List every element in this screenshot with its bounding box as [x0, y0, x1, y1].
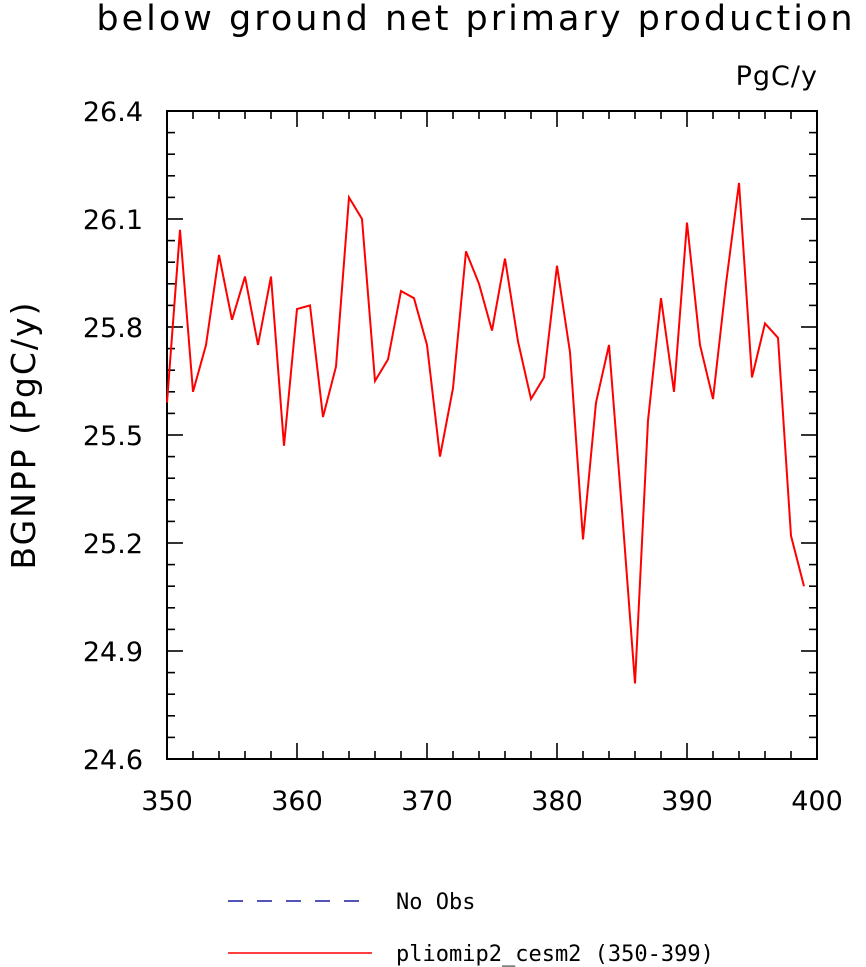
y-tick-labels: 24.6 24.9 25.2 25.5 25.8 26.1 26.4: [83, 97, 143, 776]
series-line-pliomip2-cesm2: [166, 182, 805, 684]
x-tick-labels: 350 360 370 380 390 400: [141, 786, 843, 817]
plot-frame: [166, 110, 818, 760]
legend: No Obs pliomip2_cesm2 (350-399): [228, 890, 714, 967]
y-tick-label: 25.8: [83, 313, 143, 344]
axis-ticks: [166, 110, 818, 760]
units-label: PgC/y: [736, 61, 818, 92]
y-tick-label: 26.1: [83, 205, 143, 236]
legend-label-no-obs: No Obs: [396, 890, 475, 915]
x-tick-label: 370: [401, 786, 453, 817]
y-tick-label: 25.5: [83, 421, 143, 452]
y-tick-label: 24.9: [83, 637, 143, 668]
x-tick-label: 360: [271, 786, 323, 817]
legend-label-pliomip2-cesm2: pliomip2_cesm2 (350-399): [396, 942, 714, 967]
x-tick-label: 400: [791, 786, 843, 817]
x-tick-label: 350: [141, 786, 193, 817]
x-tick-label: 390: [661, 786, 713, 817]
y-axis-label: BGNPP (PgC/y): [4, 301, 43, 570]
chart-title: below ground net primary production: [96, 0, 855, 39]
series-group: [166, 182, 805, 684]
y-tick-label: 26.4: [83, 97, 143, 128]
y-tick-label: 25.2: [83, 529, 143, 560]
y-tick-label: 24.6: [83, 745, 143, 776]
x-tick-label: 380: [531, 786, 583, 817]
